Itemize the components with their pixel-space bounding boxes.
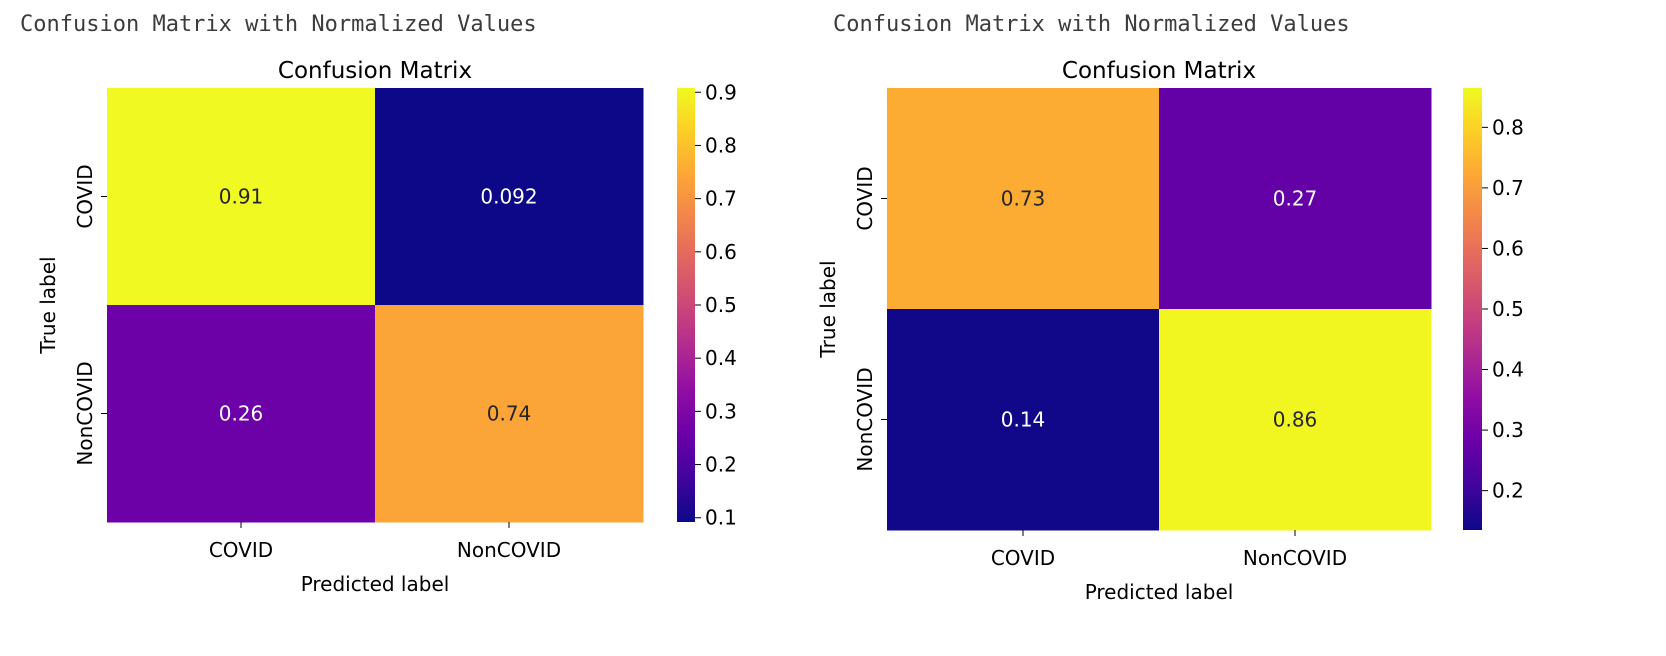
- colorbar-tick-label: 0.8: [705, 133, 737, 157]
- colorbar-tick-label: 0.9: [705, 80, 737, 104]
- y-axis-label: True label: [36, 256, 60, 354]
- cell-value-label: 0.27: [1273, 187, 1318, 211]
- x-tick-label: COVID: [209, 538, 273, 562]
- colorbar: [677, 88, 695, 522]
- colorbar-tick-label: 0.4: [705, 346, 737, 370]
- left-panel: Confusion Matrix with Normalized Values …: [20, 12, 737, 596]
- y-tick-label: NonCOVID: [853, 367, 877, 471]
- colorbar-tick-label: 0.8: [1492, 115, 1524, 139]
- colorbar-tick-label: 0.7: [705, 187, 737, 211]
- cell-value-label: 0.91: [219, 185, 264, 209]
- colorbar-tick-label: 0.6: [705, 240, 737, 264]
- colorbar-tick-label: 0.2: [705, 453, 737, 477]
- x-tick-label: NonCOVID: [457, 538, 561, 562]
- heatmap-cell: [107, 305, 376, 523]
- y-tick-label: NonCOVID: [73, 361, 97, 465]
- chart-title: Confusion Matrix: [278, 58, 472, 84]
- heatmap-cell: [1159, 88, 1432, 310]
- heatmap-cell: [375, 88, 644, 306]
- heatmap-cell: [887, 88, 1160, 310]
- heatmap-cell: [375, 305, 644, 523]
- colorbar-tick-label: 0.5: [705, 293, 737, 317]
- output-caption: Confusion Matrix with Normalized Values: [833, 12, 1350, 37]
- cell-value-label: 0.86: [1273, 408, 1318, 432]
- colorbar: [1463, 88, 1482, 530]
- cell-value-label: 0.26: [219, 402, 264, 426]
- colorbar-tick-label: 0.3: [1492, 418, 1524, 442]
- cell-value-label: 0.092: [480, 185, 537, 209]
- chart-title: Confusion Matrix: [1062, 58, 1256, 84]
- heatmap-cell: [887, 309, 1160, 531]
- colorbar-tick-label: 0.3: [705, 399, 737, 423]
- heatmap-cell: [107, 88, 376, 306]
- heatmap-cell: [1159, 309, 1432, 531]
- cell-value-label: 0.73: [1001, 187, 1046, 211]
- confusion-matrix-chart: Confusion Matrix 0.73 0.27 0.14 0.86 COVID Non…: [816, 58, 1524, 604]
- y-axis-label: True label: [816, 260, 840, 358]
- confusion-matrix-chart: Confusion Matrix 0.91 0.092 0.26 0.74 COVID No…: [36, 58, 737, 596]
- cell-value-label: 0.74: [487, 402, 532, 426]
- colorbar-tick-label: 0.7: [1492, 176, 1524, 200]
- x-tick-label: NonCOVID: [1243, 546, 1347, 570]
- x-axis-label: Predicted label: [301, 572, 450, 596]
- y-tick-label: COVID: [73, 164, 97, 228]
- colorbar-tick-label: 0.6: [1492, 236, 1524, 260]
- colorbar-tick-label: 0.5: [1492, 297, 1524, 321]
- output-caption: Confusion Matrix with Normalized Values: [20, 12, 537, 37]
- x-tick-label: COVID: [991, 546, 1055, 570]
- x-axis-label: Predicted label: [1085, 580, 1234, 604]
- colorbar-tick-label: 0.4: [1492, 358, 1524, 382]
- colorbar-tick-label: 0.1: [705, 506, 737, 530]
- cell-value-label: 0.14: [1001, 408, 1046, 432]
- right-panel: Confusion Matrix with Normalized Values …: [816, 0, 1666, 656]
- colorbar-tick-label: 0.2: [1492, 479, 1524, 503]
- y-tick-label: COVID: [853, 166, 877, 230]
